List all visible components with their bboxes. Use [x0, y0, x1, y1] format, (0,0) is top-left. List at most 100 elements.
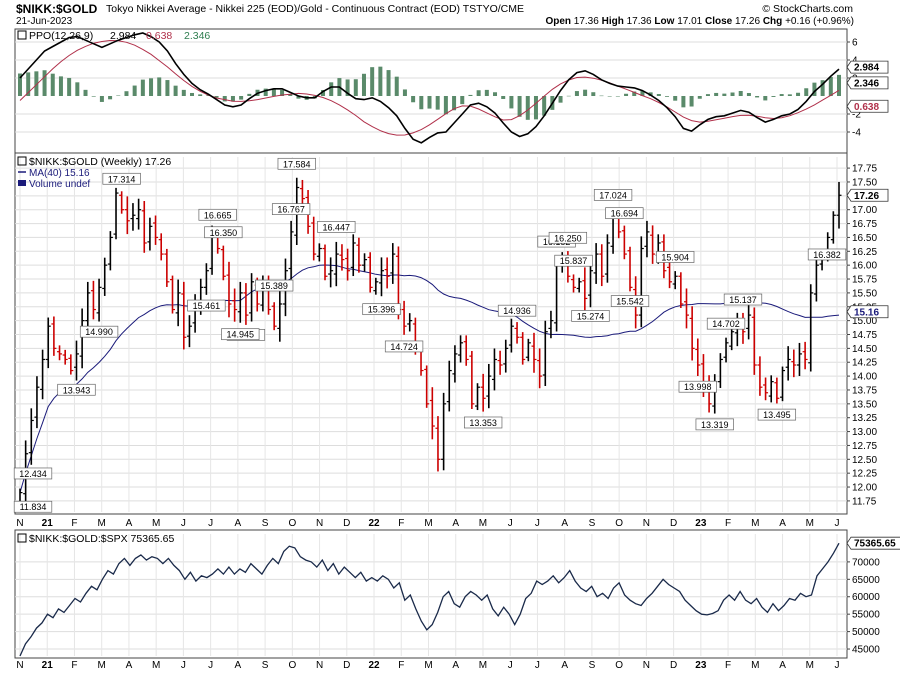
ppo-histogram-bar: [83, 89, 88, 96]
price-x-tick-label: M: [751, 518, 759, 529]
ppo-histogram-bar: [746, 93, 751, 96]
spx-x-tick-label: A: [779, 660, 786, 671]
symbol-description: Tokyo Nikkei Average - Nikkei 225 (EOD)/…: [106, 3, 525, 15]
ppo-histogram-bar: [452, 96, 457, 111]
ppo-histogram-bar: [50, 73, 55, 96]
ppo-histogram-bar: [501, 96, 506, 99]
ppo-histogram-bar: [583, 89, 588, 96]
spx-x-tick-label: F: [725, 660, 731, 671]
spx-y-tick-label: 55000: [852, 610, 880, 621]
spx-x-tick-label: A: [561, 660, 568, 671]
spx-x-tick-label: D: [670, 660, 677, 671]
low-value: 17.01: [677, 16, 703, 27]
spx-x-tick-label: J: [208, 660, 213, 671]
spx-x-tick-label: J: [181, 660, 186, 671]
price-annotation-label: 16.694: [611, 209, 639, 219]
ppo-histogram-bar: [116, 95, 121, 96]
price-y-tick-label: 12.50: [852, 455, 877, 466]
ppo-histogram-bar: [419, 96, 424, 110]
price-annotation-box: [204, 226, 243, 239]
open-value: 17.36: [573, 16, 599, 27]
ppo-histogram-bar: [288, 94, 293, 96]
ppo-histogram-bar: [124, 91, 129, 96]
spx-x-axis: N 21 F M A M J J A S O N D 22 F M A M J J A S O N D 23 F M A M J: [16, 660, 839, 671]
ppo-histogram-bar: [263, 88, 268, 96]
spx-x-tick-label: O: [615, 660, 623, 671]
price-annotation-box: [221, 328, 260, 341]
price-annotation-box: [384, 340, 424, 353]
price-annotation-box: [548, 231, 588, 244]
spx-x-tick-label: M: [479, 660, 487, 671]
price-x-tick-label: M: [152, 518, 160, 529]
spx-legend-checkbox[interactable]: [17, 533, 27, 543]
price-x-tick-label: N: [643, 518, 650, 529]
ppo-y-tick-label: 6: [852, 38, 858, 49]
spx-legend: $NIKK:$GOLD:$SPX 75365.65: [17, 533, 174, 545]
price-annotation-box: [187, 299, 226, 312]
price-legend: $NIKK:$GOLD (Weekly) 17.26 MA(40) 15.16 …: [17, 156, 171, 190]
price-annotation-box: [757, 408, 797, 421]
price-annotation-label: 15.389: [260, 281, 288, 291]
ppo-histogram-bar: [34, 71, 39, 96]
ppo-histogram-bar: [378, 66, 383, 96]
price-annotation-box: [497, 304, 537, 317]
stockcharts-watermark[interactable]: © StockCharts.com: [762, 3, 853, 15]
price-annotation-box: [277, 157, 316, 170]
spx-legend-label: $NIKK:$GOLD:$SPX 75365.65: [29, 533, 174, 545]
ppo-histogram-bar: [361, 73, 366, 96]
ppo-signal-line: [19, 39, 840, 136]
spx-x-tick-label: S: [262, 660, 269, 671]
ppo-histogram-bar: [443, 96, 448, 115]
price-y-tick-label: 14.25: [852, 358, 877, 369]
price-annotation-label: 15.274: [577, 311, 605, 321]
price-annotation-label: 16.767: [277, 205, 305, 215]
price-annotation-box: [13, 500, 53, 513]
price-x-tick-label: M: [479, 518, 487, 529]
spx-x-tick-label: S: [589, 660, 596, 671]
price-y-tick-label: 16.00: [852, 261, 877, 272]
price-annotation-label: 16.350: [210, 228, 238, 238]
ppo-legend: PPO(12,26,9) 2.984 0.638 2.346: [17, 30, 210, 42]
spx-x-tick-label: M: [806, 660, 814, 671]
price-annotation-label: 13.998: [684, 382, 712, 392]
ppo-histogram-bar: [181, 89, 186, 96]
ppo-last-box: [846, 60, 889, 74]
ma-last-box: [846, 305, 889, 319]
spx-y-tick-label: 60000: [852, 592, 880, 603]
ppo-legend-ppo: 2.984: [110, 30, 136, 42]
price-annotation-label: 15.396: [368, 305, 396, 315]
price-annotation-box: [271, 203, 311, 215]
ppo-histogram-bar: [804, 88, 809, 96]
ppo-histogram-bar: [779, 94, 784, 96]
ppo-histogram-bar: [648, 92, 653, 96]
spx-x-tick-label: J: [835, 660, 840, 671]
price-annotation-label: 13.495: [763, 410, 791, 420]
price-y-tick-label: 11.75: [852, 496, 877, 507]
high-value: 17.36: [626, 16, 652, 27]
price-x-axis: N 21 F M A M J J A S O N D 22 F M A M J J A S O N D 23 F M A M J: [16, 518, 839, 529]
price-y-tick-label: 16.75: [852, 219, 877, 230]
spx-last-box: [846, 536, 900, 550]
price-legend-checkbox[interactable]: [17, 156, 27, 166]
spx-x-tick-label: J: [508, 660, 513, 671]
price-annotation-box: [464, 416, 503, 429]
ppo-histogram-bar: [705, 94, 710, 96]
ppo-histogram-bar: [198, 94, 203, 96]
high-label: High: [601, 16, 624, 27]
ppo-histogram-bar: [763, 96, 768, 101]
price-annotation-label: 14.945: [227, 330, 255, 340]
ppo-histogram-bar: [615, 96, 620, 97]
price-annotation-box: [198, 208, 237, 221]
price-x-tick-label: A: [779, 518, 786, 529]
price-y-tick-label: 13.25: [852, 413, 877, 424]
price-y-tick-label: 17.50: [852, 177, 877, 188]
price-annotation-box: [695, 418, 734, 431]
price-x-tick-label: D: [343, 518, 350, 529]
spx-x-tick-label: N: [643, 660, 650, 671]
spx-x-tick-label: A: [452, 660, 459, 671]
ppo-legend-checkbox[interactable]: [17, 30, 27, 40]
spx-panel-frame: [14, 529, 848, 659]
price-annotation-label: 12.434: [19, 469, 47, 479]
